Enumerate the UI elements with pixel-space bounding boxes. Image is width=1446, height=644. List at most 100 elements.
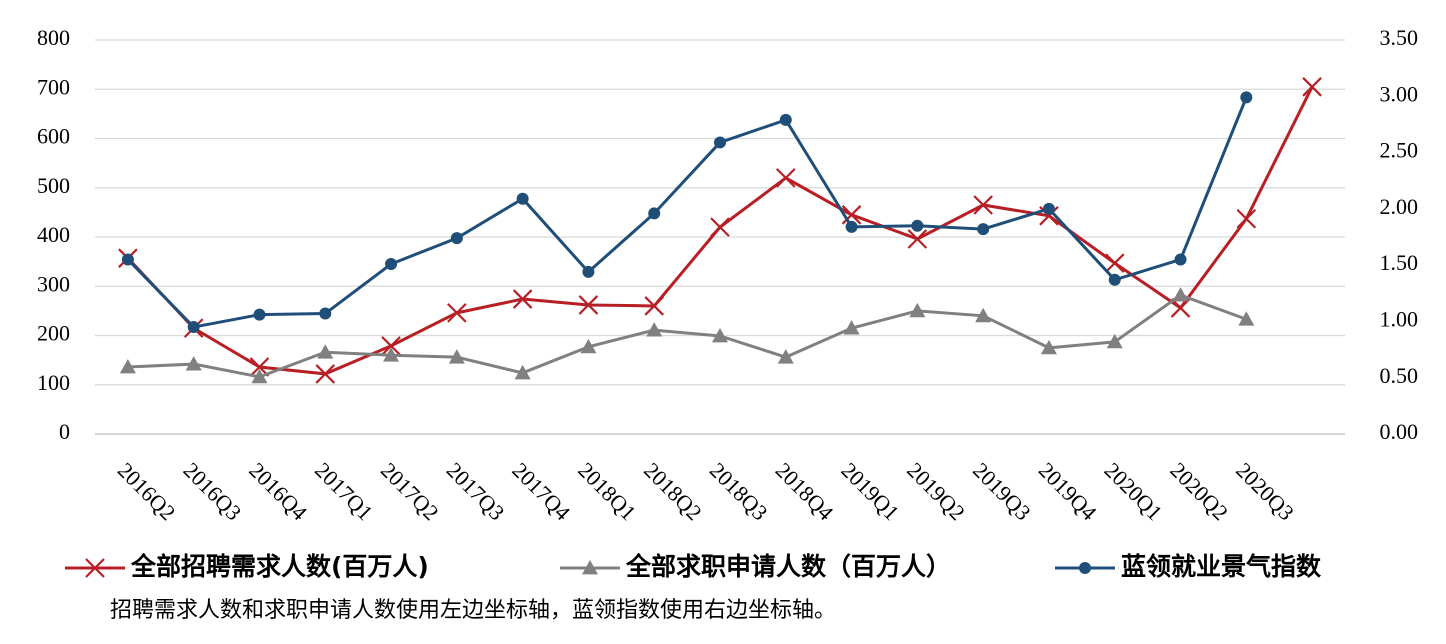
point <box>187 321 200 334</box>
y2-tick-label: 2.00 <box>1380 194 1419 219</box>
point <box>1170 298 1191 318</box>
legend-item: 全部招聘需求人数(百万人) <box>65 552 429 581</box>
point <box>977 223 990 236</box>
point <box>911 219 924 232</box>
point <box>1108 273 1121 286</box>
y-tick-label: 0 <box>59 419 70 444</box>
point <box>317 344 334 359</box>
legend-item: 全部求职申请人数（百万人） <box>560 552 951 581</box>
series-line <box>127 293 1247 379</box>
point <box>710 217 730 237</box>
point <box>185 356 202 371</box>
x-tick-label: 2020Q1 <box>1100 457 1168 525</box>
x-tick-label: 2018Q3 <box>705 457 773 525</box>
y-tick-label: 100 <box>37 370 70 395</box>
y-tick-label: 500 <box>37 173 70 198</box>
y2-tick-label: 2.50 <box>1380 138 1419 163</box>
point <box>841 205 862 225</box>
x-tick-label: 2018Q2 <box>639 457 707 525</box>
point <box>512 289 533 309</box>
point <box>447 303 467 323</box>
x-tick-label: 2020Q2 <box>1165 457 1233 525</box>
point <box>253 308 266 321</box>
y-tick-label: 400 <box>37 222 70 247</box>
legend-marker <box>582 560 598 575</box>
point <box>1302 77 1322 97</box>
point <box>578 295 599 315</box>
point <box>319 307 332 320</box>
point <box>1236 208 1257 229</box>
x-tick-label: 2019Q1 <box>836 457 904 525</box>
y2-tick-label: 0.00 <box>1380 419 1419 444</box>
point <box>648 207 661 220</box>
point <box>119 359 136 374</box>
x-tick-label: 2016Q2 <box>113 457 181 525</box>
point <box>450 232 463 245</box>
point <box>973 195 993 215</box>
y2-tick-label: 0.50 <box>1380 363 1419 388</box>
y2-tick-label: 3.50 <box>1380 25 1419 50</box>
point <box>448 349 465 364</box>
point <box>1238 311 1255 326</box>
x-tick-label: 2020Q3 <box>1231 457 1299 525</box>
legend-label: 全部招聘需求人数(百万人) <box>130 552 429 581</box>
legend-label: 全部求职申请人数（百万人） <box>625 552 951 581</box>
point <box>251 368 268 384</box>
point <box>121 253 134 266</box>
legend-marker <box>85 558 105 578</box>
point <box>843 320 860 335</box>
y2-tick-label: 1.00 <box>1380 306 1419 331</box>
y-tick-label: 300 <box>37 271 70 296</box>
point <box>1104 253 1125 273</box>
point <box>714 136 726 149</box>
point <box>514 364 531 380</box>
point <box>777 349 794 364</box>
y-tick-label: 600 <box>37 124 70 149</box>
point <box>1106 333 1123 349</box>
x-tick-label: 2018Q1 <box>573 457 641 525</box>
point <box>1040 339 1057 355</box>
point <box>516 192 529 205</box>
x-tick-label: 2019Q4 <box>1034 457 1102 525</box>
point <box>712 327 728 343</box>
point <box>779 113 792 126</box>
legend-label: 蓝领就业景气指数 <box>1121 552 1322 581</box>
point <box>385 258 398 271</box>
x-tick-label: 2016Q4 <box>244 457 312 525</box>
y-tick-label: 800 <box>37 25 70 50</box>
note: 招聘需求人数和求职申请人数使用左边坐标轴，蓝领指数使用右边坐标轴。 <box>110 598 836 623</box>
x-tick-label: 2017Q2 <box>376 457 444 525</box>
point <box>907 229 928 249</box>
point <box>580 338 597 354</box>
x-tick-label: 2017Q3 <box>442 457 510 525</box>
x-tick-label: 2018Q4 <box>771 457 839 525</box>
point <box>383 347 400 362</box>
point <box>776 168 796 188</box>
point <box>1042 202 1055 215</box>
y-tick-label: 200 <box>37 321 70 346</box>
point <box>909 302 926 318</box>
x-tick-label: 2017Q1 <box>310 457 378 525</box>
point <box>1240 91 1253 104</box>
legend-marker <box>1079 562 1091 574</box>
x-tick-label: 2019Q3 <box>968 457 1036 525</box>
point <box>315 364 336 384</box>
x-tick-label: 2016Q3 <box>179 457 247 525</box>
series-line <box>126 96 1248 329</box>
x-tick-label: 2019Q2 <box>902 457 970 525</box>
point <box>845 220 858 233</box>
point <box>381 336 401 356</box>
point <box>582 265 595 278</box>
point <box>1174 253 1187 266</box>
y2-tick-label: 1.50 <box>1380 250 1419 275</box>
y2-tick-label: 3.00 <box>1380 81 1419 106</box>
point <box>1172 287 1189 302</box>
point <box>646 322 663 337</box>
y-tick-label: 700 <box>37 74 70 99</box>
point <box>249 357 270 377</box>
x-tick-label: 2017Q4 <box>508 457 576 525</box>
point <box>644 296 664 316</box>
legend-item: 蓝领就业景气指数 <box>1055 552 1322 581</box>
point <box>975 307 992 323</box>
